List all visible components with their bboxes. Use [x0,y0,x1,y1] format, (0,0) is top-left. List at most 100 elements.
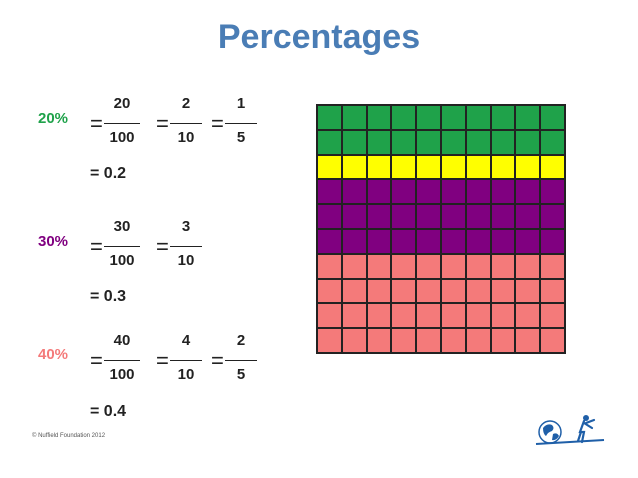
grid-cell [515,179,541,205]
hundred-grid [316,104,566,354]
grid-cell [366,179,392,205]
grid-cell [391,278,417,304]
fraction-denominator: 100 [109,366,135,383]
fraction-numerator: 2 [236,332,246,349]
fraction-bar [225,123,257,124]
grid-cell [490,154,516,180]
decimal-0-4: = 0.4 [90,403,127,420]
grid-cell [366,253,392,279]
grid-cell [416,105,441,130]
grid-cell [515,154,541,180]
grid-cell [391,129,417,155]
grid-cell [440,204,466,229]
equals-sign: = [90,348,103,373]
grid-cell [341,328,367,353]
fraction-denominator: 100 [109,252,135,269]
grid-cell [540,154,565,180]
grid-cell [341,253,367,279]
grid-cell [515,303,541,329]
grid-cell [540,105,565,130]
grid-cell [515,253,541,279]
grid-cell [490,278,516,304]
equals-sign: = [156,234,169,259]
grid-cell [416,303,441,329]
grid-cell [490,228,516,254]
grid-cell [490,105,516,130]
fraction-denominator: 100 [109,129,135,146]
grid-cell [391,179,417,205]
grid-cell [341,278,367,304]
grid-cell [391,154,417,180]
fraction-bar [225,360,257,361]
decimal-0-2: = 0.2 [90,165,127,182]
fraction-2-5: = 2 5 [211,332,259,392]
grid-cell [465,303,491,329]
grid-cell [440,328,466,353]
grid-cell [465,105,491,130]
grid-cell [366,154,392,180]
grid-cell [490,303,516,329]
grid-cell [440,303,466,329]
grid-cell [366,228,392,254]
grid-cell [317,179,342,205]
grid-cell [440,105,466,130]
grid-cell [540,179,565,205]
fraction-2-10: = 2 10 [156,95,204,155]
grid-cell [540,129,565,155]
copyright-text: © Nuffield Foundation 2012 [32,433,106,439]
fraction-numerator: 1 [236,95,246,112]
grid-cell [317,228,342,254]
fraction-numerator: 30 [113,218,131,235]
percent-label-20: 20% [38,110,69,127]
grid-cell [317,278,342,304]
grid-cell [465,228,491,254]
grid-cell [416,253,441,279]
fraction-denominator: 5 [236,366,246,383]
page-title: Percentages [217,18,421,56]
grid-cell [341,105,367,130]
grid-cell [366,129,392,155]
grid-cell [366,328,392,353]
grid-cell [515,328,541,353]
grid-cell [440,228,466,254]
grid-cell [366,303,392,329]
grid-cell [440,179,466,205]
grid-cell [416,154,441,180]
fraction-numerator: 20 [113,95,131,112]
grid-cell [416,278,441,304]
percent-label-30: 30% [38,233,69,250]
equals-sign: = [90,111,103,136]
fraction-numerator: 4 [181,332,191,349]
fraction-denominator: 5 [236,129,246,146]
fraction-bar [170,360,202,361]
grid-cell [490,179,516,205]
fraction-numerator: 40 [113,332,131,349]
fraction-numerator: 2 [181,95,191,112]
nuffield-logo-icon [535,415,605,445]
grid-cell [440,278,466,304]
fraction-denominator: 10 [177,366,195,383]
grid-cell [391,303,417,329]
equals-sign: = [156,348,169,373]
grid-cell [440,129,466,155]
grid-cell [317,303,342,329]
grid-cell [341,154,367,180]
grid-cell [341,303,367,329]
grid-cell [416,129,441,155]
equals-sign: = [156,111,169,136]
grid-cell [341,204,367,229]
grid-cell [391,328,417,353]
fraction-40-100: = 40 100 [90,332,140,392]
grid-cell [341,129,367,155]
grid-cell [540,204,565,229]
grid-cell [317,204,342,229]
fraction-bar [170,123,202,124]
grid-cell [440,154,466,180]
grid-cell [317,105,342,130]
fraction-bar [104,246,140,247]
fraction-1-5: = 1 5 [211,95,259,155]
grid-cell [317,328,342,353]
grid-cell [515,278,541,304]
grid-cell [341,179,367,205]
grid-cell [490,253,516,279]
